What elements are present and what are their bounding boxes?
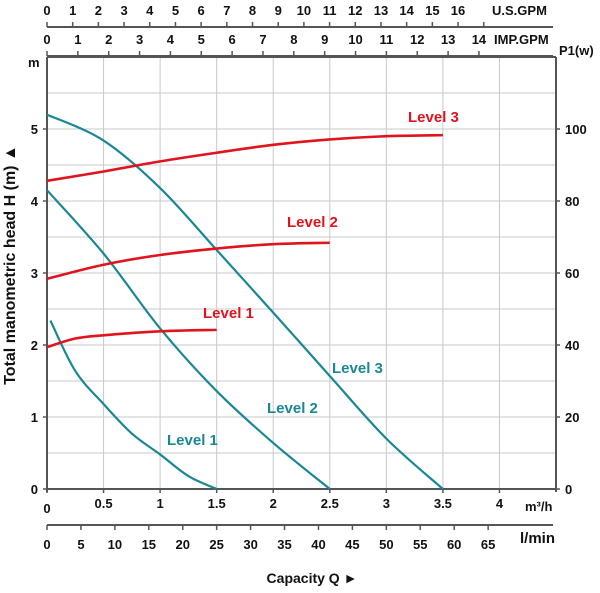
x-tick-label: 1.5: [208, 496, 226, 511]
y-axis-title: Total manometric head H (m) ▲: [2, 145, 19, 385]
head-curve-level-2: [46, 189, 331, 490]
imp-gpm-tick-label: 1: [74, 32, 81, 47]
imp-gpm-tick-label: 12: [410, 32, 424, 47]
y-tick-label: 3: [31, 266, 38, 281]
lmin-tick-label: 0: [43, 537, 50, 552]
y2-tick-label: 40: [565, 338, 579, 353]
imp-gpm-tick-label: 8: [290, 32, 297, 47]
us-gpm-tick-label: 15: [425, 3, 439, 18]
y2-tick-label: 20: [565, 410, 579, 425]
y2-tick-label: 80: [565, 194, 579, 209]
lmin-tick-label: 65: [481, 537, 495, 552]
us-gpm-tick-label: 2: [95, 3, 102, 18]
y-unit-label: m: [28, 55, 40, 70]
lmin-tick-label: 60: [447, 537, 461, 552]
lmin-tick-label: 55: [413, 537, 427, 552]
head-curve-level-1: [49, 320, 218, 491]
power-series-label: Level 2: [287, 214, 338, 231]
power-series-label: Level 1: [203, 305, 254, 322]
us-gpm-tick-label: 6: [198, 3, 205, 18]
y2-tick-label: 60: [565, 266, 579, 281]
head-series-label: Level 3: [332, 360, 383, 377]
curves: [46, 113, 444, 491]
us-gpm-tick-label: 8: [249, 3, 256, 18]
imp-gpm-label: IMP.GPM: [494, 32, 549, 47]
x-tick-label: 0: [43, 501, 50, 516]
y-tick-label: 2: [31, 338, 38, 353]
lmin-tick-label: 20: [175, 537, 189, 552]
imp-gpm-tick-label: 2: [105, 32, 112, 47]
power-curve-level-1: [46, 328, 217, 349]
us-gpm-label: U.S.GPM: [492, 3, 547, 18]
x-axis-title: Capacity Q ►: [267, 570, 358, 586]
imp-gpm-tick-label: 0: [43, 32, 50, 47]
imp-gpm-tick-label: 4: [167, 32, 175, 47]
y2-tick-label: 100: [565, 122, 587, 137]
imp-gpm-tick-label: 13: [441, 32, 455, 47]
y-tick-label: 1: [31, 410, 38, 425]
x-tick-label: 1: [156, 496, 163, 511]
x-tick-label: 0.5: [95, 496, 113, 511]
imp-gpm-tick-label: 11: [380, 32, 394, 47]
lmin-label: l/min: [520, 530, 555, 547]
x-tick-label: 2: [270, 496, 277, 511]
power-curve-level-2: [46, 241, 330, 281]
us-gpm-tick-label: 14: [399, 3, 414, 18]
lmin-tick-label: 25: [209, 537, 223, 552]
imp-gpm-tick-label: 3: [136, 32, 143, 47]
us-gpm-tick-label: 11: [323, 3, 337, 18]
head-series-label: Level 1: [167, 432, 218, 449]
imp-gpm-tick-label: 7: [259, 32, 266, 47]
y2-tick-label: 0: [565, 482, 572, 497]
us-gpm-tick-label: 13: [374, 3, 388, 18]
lmin-tick-label: 35: [277, 537, 291, 552]
head-curve-level-3: [46, 113, 444, 490]
imp-gpm-tick-label: 14: [472, 32, 487, 47]
lmin-tick-label: 50: [379, 537, 393, 552]
us-gpm-tick-label: 0: [43, 3, 50, 18]
x-tick-label: 2.5: [321, 496, 339, 511]
us-gpm-tick-label: 10: [297, 3, 311, 18]
power-curve-level-3: [46, 133, 443, 183]
us-gpm-tick-label: 1: [69, 3, 76, 18]
imp-gpm-tick-label: 5: [198, 32, 205, 47]
us-gpm-tick-label: 4: [146, 3, 154, 18]
x-unit-label: m³/h: [525, 499, 553, 514]
us-gpm-tick-label: 16: [451, 3, 465, 18]
us-gpm-tick-label: 3: [120, 3, 127, 18]
lmin-tick-label: 40: [311, 537, 325, 552]
imp-gpm-tick-label: 9: [321, 32, 328, 47]
us-gpm-tick-label: 12: [348, 3, 362, 18]
y2-unit-label: P1(w): [559, 43, 594, 58]
y-tick-label: 0: [31, 482, 38, 497]
lmin-tick-label: 5: [77, 537, 84, 552]
imp-gpm-tick-label: 6: [229, 32, 236, 47]
y-tick-label: 4: [31, 194, 39, 209]
lmin-tick-label: 15: [142, 537, 156, 552]
y-tick-label: 5: [31, 122, 38, 137]
lmin-tick-label: 45: [345, 537, 359, 552]
imp-gpm-tick-label: 10: [348, 32, 362, 47]
us-gpm-tick-label: 9: [275, 3, 282, 18]
head-series-label: Level 2: [267, 400, 318, 417]
us-gpm-tick-label: 5: [172, 3, 179, 18]
power-series-label: Level 3: [408, 109, 459, 126]
x-tick-label: 3: [383, 496, 390, 511]
x-tick-label: 3.5: [434, 496, 452, 511]
lmin-tick-label: 30: [243, 537, 257, 552]
us-gpm-tick-label: 7: [223, 3, 230, 18]
labels: Level 3 Level 2 Level 1 Level 3 Level 2 Level…: [167, 109, 459, 449]
lmin-tick-label: 10: [108, 537, 122, 552]
x-tick-label: 4: [496, 496, 504, 511]
